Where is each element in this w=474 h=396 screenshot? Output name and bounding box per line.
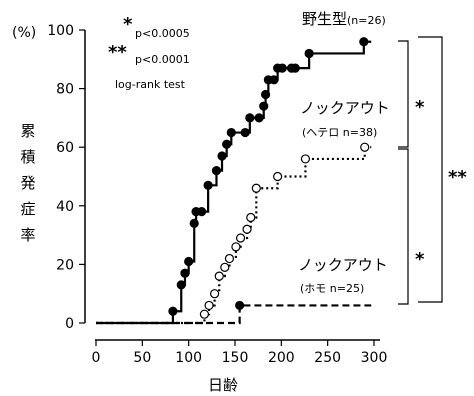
y-axis-label-char: 積 xyxy=(20,148,35,166)
event-point xyxy=(246,212,256,223)
bracket-hetero-homo-mark: * xyxy=(415,249,425,270)
event-point xyxy=(240,127,250,138)
event-point xyxy=(245,113,255,123)
event-point xyxy=(210,289,220,299)
event-point xyxy=(197,207,207,217)
x-ticks: 0 50 100 150 200 250 300 xyxy=(92,340,388,366)
event-point xyxy=(304,48,314,59)
y-axis: 0 20 40 60 80 100 xyxy=(47,23,86,332)
x-tick-label: 300 xyxy=(361,350,388,366)
event-point xyxy=(224,253,235,264)
series-line-1 xyxy=(96,146,372,325)
bracket-hetero-homo: * xyxy=(398,148,425,305)
event-point xyxy=(217,151,227,161)
event-point xyxy=(260,89,271,100)
series-2 xyxy=(96,300,372,325)
y-ticks: 0 20 40 60 80 100 xyxy=(47,23,85,332)
bracket-wt-hetero: * xyxy=(398,40,425,148)
event-point xyxy=(214,271,224,281)
event-point xyxy=(211,166,222,176)
sig1-text: p<0.0005 xyxy=(135,27,190,40)
event-point xyxy=(300,154,311,164)
y-axis-label-char: 率 xyxy=(20,226,35,244)
x-tick-label: 150 xyxy=(222,350,249,366)
y-tick-label: 40 xyxy=(56,199,74,215)
event-point xyxy=(259,101,269,111)
x-axis-label: 日齢 xyxy=(208,376,238,394)
event-point xyxy=(254,113,264,123)
event-point xyxy=(290,63,300,73)
y-tick-label: 0 xyxy=(65,316,74,332)
bracket-wt-hetero-mark: * xyxy=(415,97,425,118)
bracket-wt-hetero-line xyxy=(398,40,409,148)
y-axis-unit: (%) xyxy=(12,25,36,41)
sig1-mark: * xyxy=(123,14,133,35)
event-point xyxy=(269,75,279,85)
series-0 xyxy=(96,37,372,325)
series-label-hetero: ノックアウト (ヘテロ n=38) xyxy=(300,99,390,139)
series-label-hetero-count: (ヘテロ n=38) xyxy=(302,126,377,139)
event-point xyxy=(168,306,178,316)
x-axis: 0 50 100 150 200 250 300 xyxy=(92,339,388,366)
y-axis-label-char: 累 xyxy=(20,122,35,140)
event-point xyxy=(235,233,246,243)
y-tick-label: 100 xyxy=(47,23,74,39)
sig2-text: p<0.0001 xyxy=(135,53,190,66)
x-tick-label: 250 xyxy=(314,350,341,366)
x-tick-label: 0 xyxy=(92,350,101,366)
series-1 xyxy=(96,142,372,325)
y-tick-label: 60 xyxy=(56,140,74,156)
event-point xyxy=(235,300,245,311)
series-label-homo-count: (ホモ n=25) xyxy=(300,282,364,295)
event-point xyxy=(189,218,199,228)
event-point xyxy=(242,224,252,234)
event-point xyxy=(226,127,236,138)
event-point xyxy=(180,268,190,278)
series-label-hetero-main: ノックアウト xyxy=(300,99,390,117)
event-point xyxy=(251,183,261,193)
x-tick-label: 100 xyxy=(175,350,202,366)
significance-legend: * p<0.0005 ** p<0.0001 log-rank test xyxy=(108,14,190,91)
y-tick-label: 20 xyxy=(56,257,74,273)
series-label-wildtype-main: 野生型(n=26) xyxy=(302,10,386,28)
bracket-wt-homo: ** xyxy=(418,36,467,303)
event-point xyxy=(222,139,232,149)
event-point xyxy=(273,171,283,182)
bracket-wt-homo-mark: ** xyxy=(448,167,467,188)
bracket-wt-homo-line xyxy=(418,36,443,303)
event-point xyxy=(277,63,287,73)
series-label-homo: ノックアウト (ホモ n=25) xyxy=(298,256,388,295)
test-name: log-rank test xyxy=(115,78,186,91)
event-point xyxy=(360,142,370,152)
sig2-mark: ** xyxy=(108,42,127,63)
event-point xyxy=(184,256,194,267)
x-tick-label: 200 xyxy=(268,350,295,366)
series-line-2 xyxy=(96,304,372,325)
series-layer xyxy=(96,37,372,325)
bracket-hetero-homo-line xyxy=(398,148,409,305)
event-point xyxy=(199,309,210,319)
x-tick-label: 50 xyxy=(133,350,151,366)
event-point xyxy=(176,280,186,290)
series-label-homo-main: ノックアウト xyxy=(298,256,388,274)
y-tick-label: 80 xyxy=(56,82,74,98)
event-point xyxy=(204,300,214,311)
y-axis-label-char: 症 xyxy=(20,200,35,218)
event-point xyxy=(359,37,369,47)
y-axis-label-char: 発 xyxy=(20,174,35,192)
series-label-wildtype: 野生型(n=26) xyxy=(302,10,386,28)
event-point xyxy=(220,262,230,272)
event-point xyxy=(203,180,213,190)
event-point xyxy=(231,242,241,252)
